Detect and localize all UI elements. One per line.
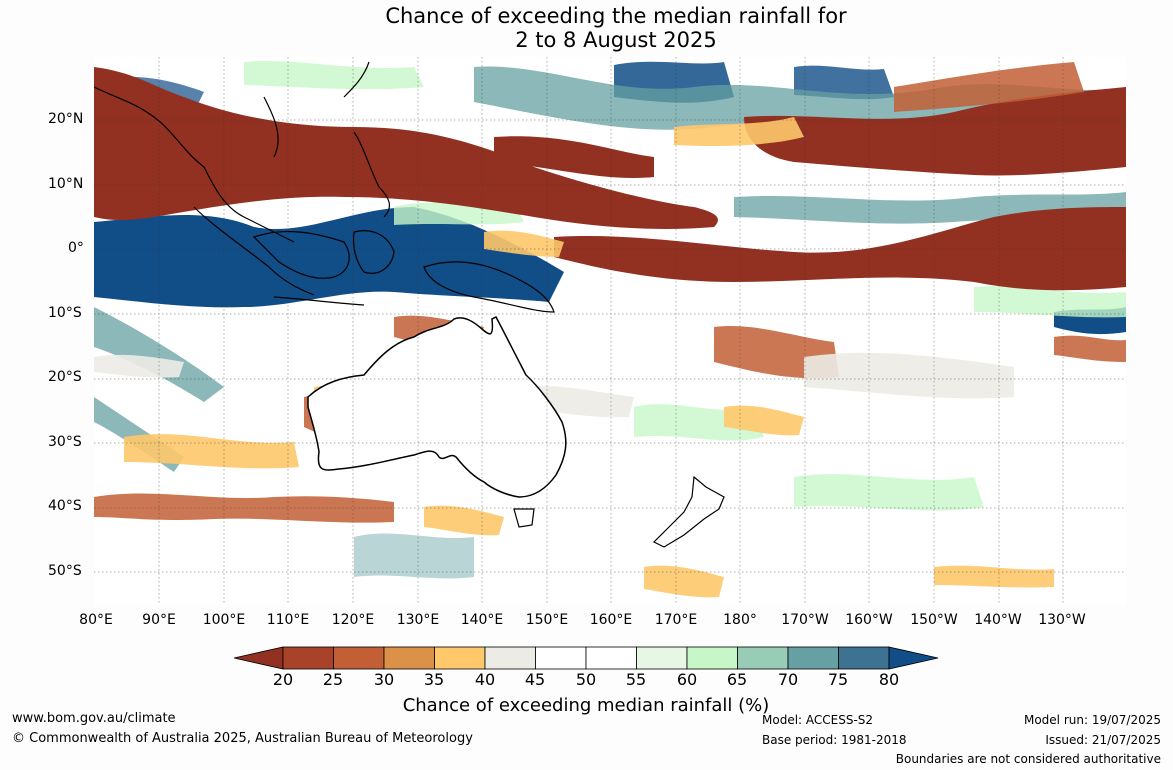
dry-regions [94, 67, 1126, 291]
colorbar-cell [333, 646, 385, 670]
lon-label-130e: 130°E [396, 612, 440, 628]
lon-label-160w: 160°W [845, 612, 893, 628]
lon-label-150e: 150°E [525, 612, 569, 628]
issued-date: Issued: 21/07/2025 [1045, 733, 1161, 747]
lon-label-110e: 110°E [266, 612, 310, 628]
asia-coastlines [93, 61, 555, 313]
lon-label-170w: 170°W [781, 612, 829, 628]
colorbar-tick-40: 40 [474, 670, 496, 689]
colorbar-tick-60: 60 [676, 670, 698, 689]
new-zealand-outline [652, 475, 725, 548]
lat-label-10s: 10°S [48, 305, 82, 321]
base-period: Base period: 1981-2018 [762, 733, 907, 747]
lon-label-80e: 80°E [79, 612, 113, 628]
map-svg [93, 57, 1126, 605]
slightly-dry-regions [124, 117, 1054, 598]
graticule [94, 57, 1126, 605]
colorbar-cell [282, 646, 334, 670]
lat-label-40s: 40°S [48, 498, 82, 514]
lat-label-20n: 20°N [48, 111, 84, 127]
colorbar-tick-80: 80 [878, 670, 900, 689]
title-line-1: Chance of exceeding the median rainfall … [385, 4, 847, 28]
tasmania-outline [513, 508, 535, 528]
lon-label-170e: 170°E [654, 612, 698, 628]
lat-label-10n: 10°N [48, 176, 84, 192]
colorbar-cell [585, 646, 637, 670]
map-title: Chance of exceeding the median rainfall … [0, 4, 1173, 52]
colorbar-tick-25: 25 [322, 670, 344, 689]
colorbar-cell [484, 646, 536, 670]
lon-label-100e: 100°E [202, 612, 246, 628]
lon-label-150w: 150°W [910, 612, 958, 628]
lon-label-130w: 130°W [1038, 612, 1086, 628]
lon-label-180: 180° [723, 612, 757, 628]
colorbar-tick-70: 70 [777, 670, 799, 689]
rainfall-map [93, 57, 1126, 605]
colorbar-tick-20: 20 [272, 670, 294, 689]
colorbar-tick-35: 35 [423, 670, 445, 689]
colorbar-cell [434, 646, 486, 670]
model-run-date: Model run: 19/07/2025 [1023, 713, 1161, 727]
colorbar-extend-high [888, 646, 939, 670]
colorbar-tick-45: 45 [524, 670, 546, 689]
colorbar-extend-low [233, 646, 284, 670]
colorbar-cell [787, 646, 839, 670]
colorbar-cell [535, 646, 587, 670]
australia-outline [307, 316, 567, 498]
colorbar-tick-50: 50 [575, 670, 597, 689]
copyright-text: © Commonwealth of Australia 2025, Austra… [12, 731, 473, 746]
colorbar-cell [636, 646, 688, 670]
lon-label-140e: 140°E [460, 612, 504, 628]
colorbar [233, 645, 939, 675]
lat-label-30s: 30°S [48, 434, 82, 450]
colorbar-cell [686, 646, 738, 670]
model-name: Model: ACCESS-S2 [762, 713, 874, 727]
lat-label-50s: 50°S [48, 563, 82, 579]
colorbar-cell [383, 646, 435, 670]
lon-label-160e: 160°E [589, 612, 633, 628]
lat-label-20s: 20°S [48, 369, 82, 385]
lon-label-120e: 120°E [331, 612, 375, 628]
lon-label-90e: 90°E [142, 612, 176, 628]
colorbar-tick-75: 75 [827, 670, 849, 689]
colorbar-cell [838, 646, 890, 670]
colorbar-label: Chance of exceeding median rainfall (%) [402, 695, 770, 716]
colorbar-cell [737, 646, 789, 670]
website-link[interactable]: www.bom.gov.au/climate [12, 711, 176, 726]
colorbar-svg [233, 646, 939, 670]
boundaries-disclaimer: Boundaries are not considered authoritat… [895, 752, 1161, 766]
title-line-2: 2 to 8 August 2025 [515, 28, 717, 52]
colorbar-tick-30: 30 [373, 670, 395, 689]
colorbar-tick-65: 65 [726, 670, 748, 689]
colorbar-tick-55: 55 [625, 670, 647, 689]
lon-label-140w: 140°W [974, 612, 1022, 628]
lat-label-0: 0° [68, 240, 84, 256]
